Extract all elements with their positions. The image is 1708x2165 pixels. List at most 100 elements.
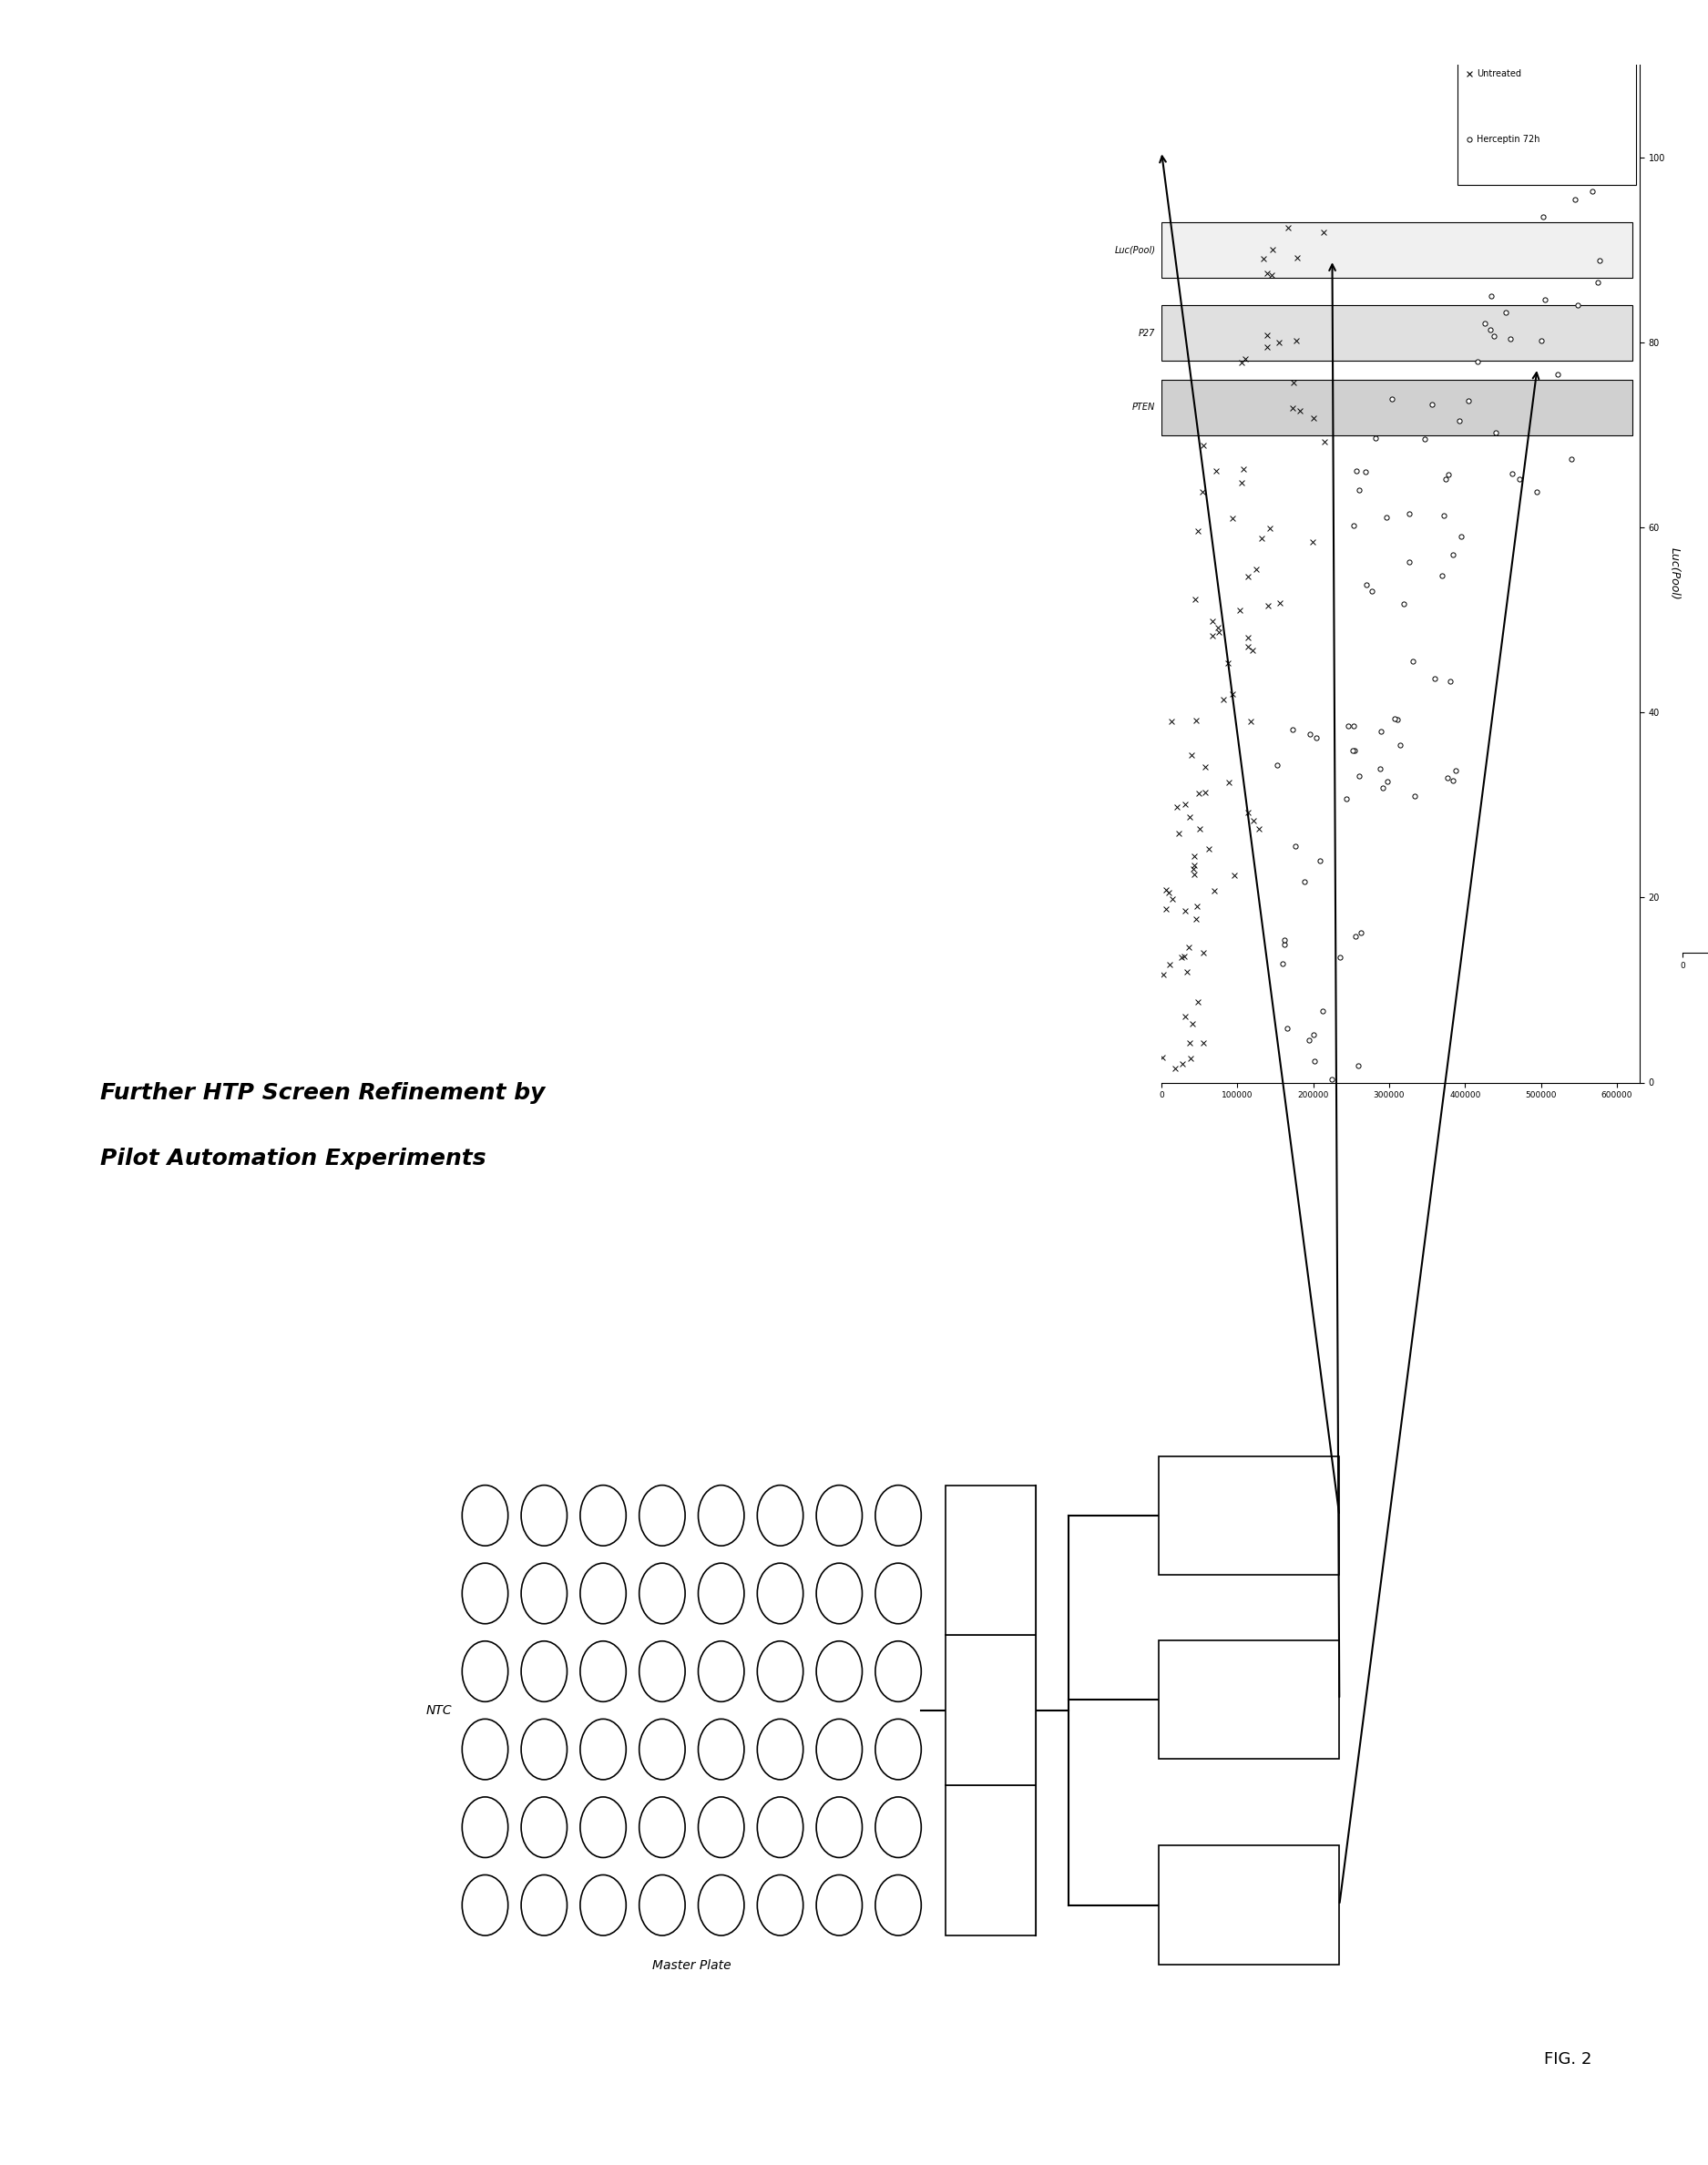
Point — [1250, 242, 1278, 277]
Point — [1346, 472, 1373, 507]
Point — [1544, 357, 1571, 392]
Circle shape — [874, 1563, 921, 1624]
Point — [1165, 816, 1192, 851]
Point — [1341, 708, 1368, 743]
Point — [1182, 582, 1209, 617]
Point — [1156, 948, 1184, 983]
Point — [1286, 394, 1313, 429]
Circle shape — [581, 1875, 627, 1936]
Point — [1332, 782, 1360, 816]
Point — [1204, 611, 1231, 645]
Circle shape — [757, 1641, 803, 1702]
Point — [1180, 857, 1208, 892]
Point — [1307, 844, 1334, 879]
Point — [1149, 957, 1177, 992]
Text: Pilot Automation Experiments: Pilot Automation Experiments — [99, 1147, 485, 1169]
Circle shape — [757, 1485, 803, 1546]
Point — [1319, 1061, 1346, 1095]
Circle shape — [463, 1485, 507, 1546]
Point — [1476, 312, 1503, 346]
Circle shape — [581, 1563, 627, 1624]
Point — [1483, 416, 1510, 450]
Circle shape — [521, 1563, 567, 1624]
Point — [1442, 753, 1469, 788]
Point — [1161, 1052, 1189, 1087]
Point — [1182, 903, 1209, 937]
Circle shape — [874, 1641, 921, 1702]
Point — [1172, 894, 1199, 929]
Point — [1295, 1024, 1322, 1059]
Circle shape — [463, 1641, 507, 1702]
Point — [1155, 875, 1182, 909]
Point — [1182, 704, 1209, 738]
Point — [1243, 552, 1271, 587]
Text: Herceptin
(Plot raw values): Herceptin (Plot raw values) — [1204, 1687, 1295, 1713]
Point — [1471, 305, 1498, 340]
Point — [1226, 593, 1254, 628]
Point — [1189, 1026, 1216, 1061]
Point — [1380, 701, 1407, 736]
Point — [1247, 522, 1274, 556]
Point — [1430, 498, 1457, 533]
Point — [1558, 442, 1585, 476]
Text: Luc(Pool): Luc(Pool) — [1114, 245, 1155, 255]
Circle shape — [757, 1875, 803, 1936]
Point — [1336, 708, 1363, 743]
Bar — [946, 1635, 1037, 1786]
Circle shape — [699, 1485, 745, 1546]
Point — [1440, 764, 1467, 799]
Point — [1342, 918, 1370, 953]
Bar — [1161, 223, 1633, 277]
Circle shape — [699, 1719, 745, 1780]
Text: FIG. 2: FIG. 2 — [1544, 2050, 1592, 2068]
Point — [1199, 617, 1226, 652]
Point — [1271, 927, 1298, 961]
Point — [1587, 242, 1614, 277]
Point — [1221, 857, 1249, 892]
Point — [1445, 403, 1472, 437]
Circle shape — [699, 1875, 745, 1936]
Point — [1522, 474, 1549, 509]
Point — [1399, 643, 1426, 678]
Point — [1464, 344, 1491, 379]
Text: Luc(Pool): Luc(Pool) — [986, 1537, 996, 1583]
Point — [1189, 429, 1216, 463]
Point — [1257, 511, 1284, 546]
Point — [1179, 1007, 1206, 1041]
Circle shape — [757, 1719, 803, 1780]
Bar — [1160, 1845, 1339, 1966]
Point — [1431, 461, 1459, 496]
Point — [1527, 323, 1554, 357]
Circle shape — [639, 1485, 685, 1546]
Point — [1201, 872, 1228, 907]
Point — [1202, 455, 1230, 489]
Circle shape — [816, 1485, 863, 1546]
Point — [1153, 872, 1180, 907]
Text: Master Plate: Master Plate — [652, 1959, 731, 1972]
Point — [1435, 457, 1462, 491]
Point — [1378, 381, 1406, 416]
Point — [1228, 344, 1255, 379]
Point — [1366, 751, 1394, 786]
Point — [1235, 621, 1262, 656]
Point — [1373, 764, 1401, 799]
Point — [1149, 1039, 1177, 1074]
Point — [1254, 255, 1281, 290]
Circle shape — [757, 1563, 803, 1624]
Point — [1428, 559, 1455, 593]
Bar — [1161, 305, 1633, 362]
Point — [1254, 329, 1281, 364]
Point — [1368, 771, 1395, 805]
Circle shape — [581, 1797, 627, 1858]
Point — [1180, 849, 1208, 883]
Point — [1346, 760, 1373, 795]
Circle shape — [639, 1563, 685, 1624]
Circle shape — [463, 1875, 507, 1936]
Circle shape — [816, 1797, 863, 1858]
Point — [1448, 520, 1476, 554]
Point — [1158, 881, 1185, 916]
Point — [1272, 1011, 1300, 1046]
Point — [1264, 747, 1291, 782]
Circle shape — [757, 1797, 803, 1858]
Point — [1185, 985, 1213, 1020]
